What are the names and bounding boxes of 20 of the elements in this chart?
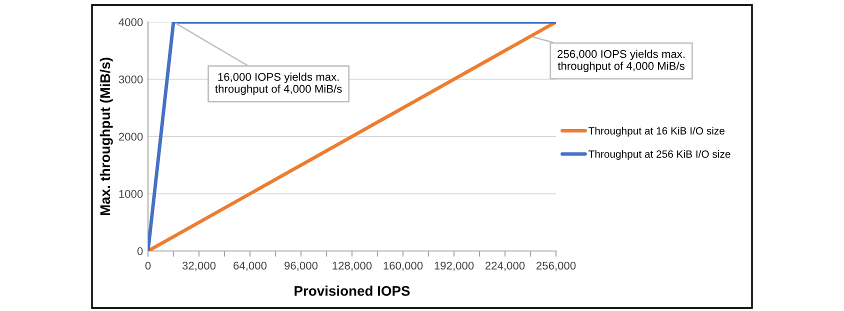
x-tick-label: 96,000 bbox=[284, 262, 318, 271]
y-axis-title: Max. throughput (MiB/s) bbox=[100, 58, 113, 216]
y-tick-label: 4000 bbox=[118, 18, 143, 26]
x-tick-label: 32,000 bbox=[182, 262, 216, 271]
x-tick-label: 160,000 bbox=[384, 262, 423, 271]
legend-label: Throughput at 16 KiB I/O size bbox=[588, 126, 724, 137]
annotation: 16,000 IOPS yields max. throughput of 4,000 MiB/s bbox=[215, 72, 342, 95]
x-tick-label: 224,000 bbox=[485, 262, 525, 271]
x-tick-label: 128,000 bbox=[332, 262, 372, 271]
y-tick-label: 3000 bbox=[118, 76, 143, 84]
annotation: 256,000 IOPS yields max. throughput of 4,000 MiB/s bbox=[558, 50, 685, 72]
x-axis-title: Provisioned IOPS bbox=[294, 286, 410, 296]
x-tick-label: 64,000 bbox=[234, 262, 267, 271]
x-tick-label: 0 bbox=[145, 262, 151, 270]
x-tick-label: 256,000 bbox=[536, 262, 576, 271]
legend-label: Throughput at 256 KiB I/O size bbox=[588, 150, 730, 160]
y-tick-label: 2000 bbox=[118, 132, 143, 141]
y-tick-label: 1000 bbox=[119, 190, 143, 198]
y-tick-label: 0 bbox=[137, 247, 143, 256]
x-tick-label: 192,000 bbox=[434, 262, 474, 271]
